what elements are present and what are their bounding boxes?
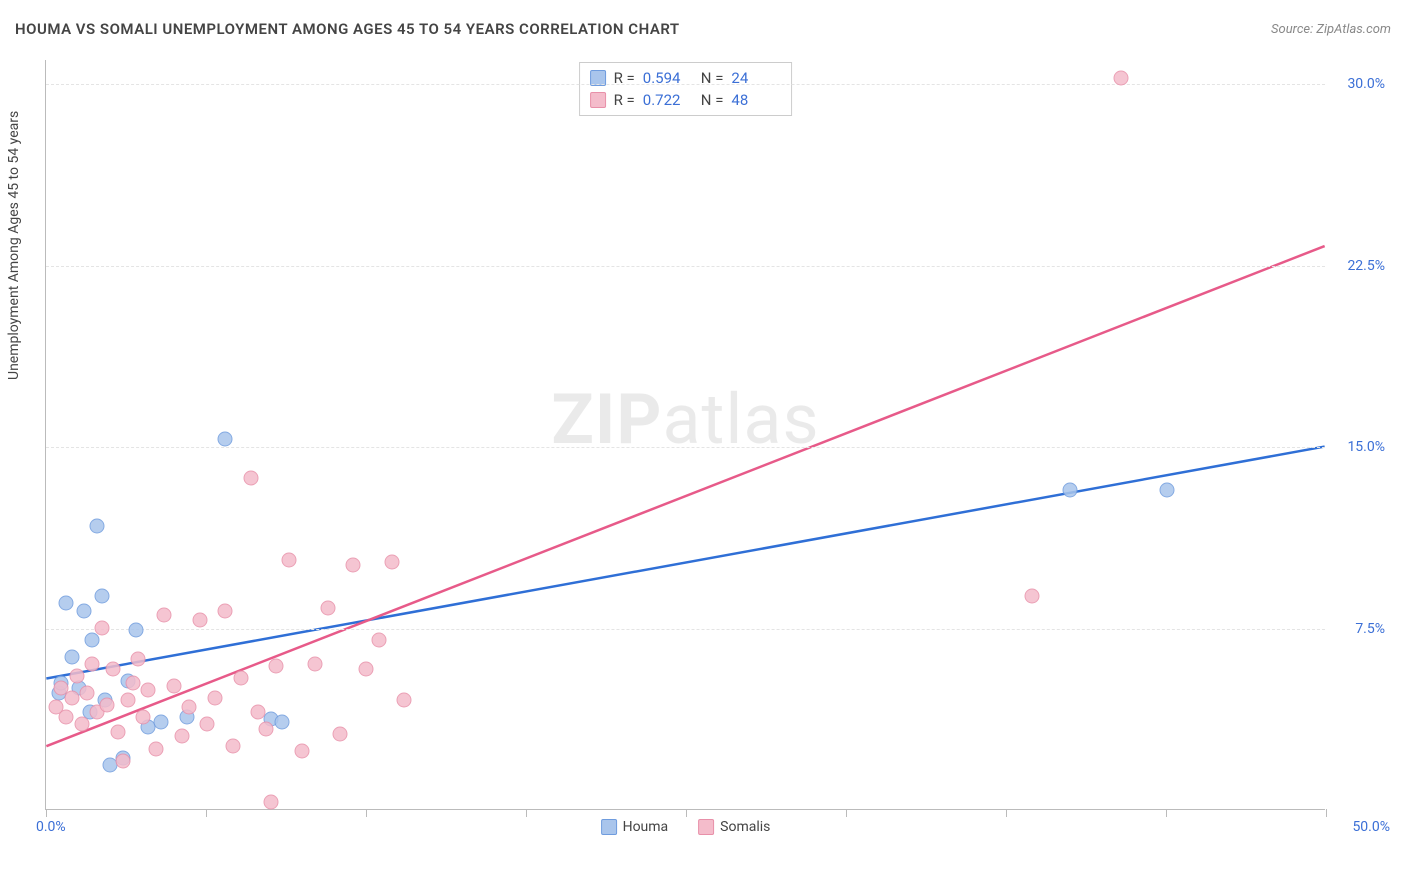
stats-row: R =0.594N =24	[590, 67, 782, 89]
data-point	[320, 601, 335, 616]
data-point	[174, 729, 189, 744]
legend-label: Somalis	[720, 819, 770, 835]
data-point	[346, 557, 361, 572]
stat-r-label: R =	[614, 91, 635, 109]
y-tick-label: 15.0%	[1347, 439, 1385, 455]
data-point	[274, 714, 289, 729]
data-point	[167, 678, 182, 693]
data-point	[397, 693, 412, 708]
data-point	[182, 700, 197, 715]
data-point	[1063, 482, 1078, 497]
data-point	[59, 710, 74, 725]
correlation-stats-box: R =0.594N =24 R = 0.722 N = 48	[579, 62, 793, 116]
data-point	[90, 518, 105, 533]
data-point	[333, 727, 348, 742]
scatter-chart: ZIPatlas R =0.594N =24R =0.722N =48 0.0%…	[45, 60, 1325, 810]
data-point	[251, 705, 266, 720]
data-point	[371, 632, 386, 647]
data-point	[259, 722, 274, 737]
legend-swatch	[698, 819, 714, 835]
data-point	[295, 743, 310, 758]
stats-row: R = 0.722 N = 48	[590, 89, 782, 111]
x-axis-max-label: 50.0%	[1352, 819, 1390, 835]
data-point	[307, 656, 322, 671]
stat-r-value: 0.722	[643, 91, 693, 109]
data-point	[156, 608, 171, 623]
data-point	[149, 741, 164, 756]
trend-line	[46, 447, 1324, 679]
data-point	[59, 596, 74, 611]
data-point	[154, 714, 169, 729]
data-point	[105, 661, 120, 676]
data-point	[1160, 482, 1175, 497]
trend-lines-layer	[46, 60, 1325, 809]
y-tick-label: 30.0%	[1347, 76, 1385, 92]
x-tick	[1006, 809, 1007, 817]
gridline	[46, 84, 1325, 85]
data-point	[85, 632, 100, 647]
data-point	[131, 652, 146, 667]
x-tick	[206, 809, 207, 817]
legend-item: Houma	[601, 819, 669, 835]
data-point	[1114, 71, 1129, 86]
gridline	[46, 266, 1325, 267]
chart-header: HOUMA VS SOMALI UNEMPLOYMENT AMONG AGES …	[15, 20, 1391, 38]
data-point	[282, 552, 297, 567]
data-point	[264, 794, 279, 809]
x-tick	[1166, 809, 1167, 817]
data-point	[74, 717, 89, 732]
data-point	[126, 676, 141, 691]
x-tick	[46, 809, 47, 817]
legend-item: Somalis	[698, 819, 770, 835]
data-point	[218, 431, 233, 446]
legend-swatch	[601, 819, 617, 835]
x-tick	[846, 809, 847, 817]
data-point	[233, 671, 248, 686]
data-point	[136, 710, 151, 725]
legend-label: Houma	[623, 819, 669, 835]
data-point	[243, 470, 258, 485]
legend: Houma Somalis	[601, 819, 771, 835]
data-point	[384, 555, 399, 570]
data-point	[218, 603, 233, 618]
stat-n-label: N =	[701, 91, 724, 109]
data-point	[269, 659, 284, 674]
data-point	[64, 690, 79, 705]
gridline	[46, 447, 1325, 448]
y-tick-label: 7.5%	[1355, 621, 1385, 637]
data-point	[128, 622, 143, 637]
chart-title: HOUMA VS SOMALI UNEMPLOYMENT AMONG AGES …	[15, 20, 680, 38]
data-point	[1024, 589, 1039, 604]
data-point	[192, 613, 207, 628]
x-axis-min-label: 0.0%	[36, 819, 66, 835]
data-point	[95, 589, 110, 604]
data-point	[69, 668, 84, 683]
y-axis-label: Unemployment Among Ages 45 to 54 years	[6, 111, 22, 380]
data-point	[359, 661, 374, 676]
series-swatch	[590, 92, 606, 108]
x-tick	[366, 809, 367, 817]
data-point	[115, 753, 130, 768]
x-tick	[686, 809, 687, 817]
data-point	[95, 620, 110, 635]
y-tick-label: 22.5%	[1347, 258, 1385, 274]
data-point	[200, 717, 215, 732]
data-point	[207, 690, 222, 705]
data-point	[225, 739, 240, 754]
data-point	[100, 697, 115, 712]
data-point	[64, 649, 79, 664]
data-point	[141, 683, 156, 698]
gridline	[46, 629, 1325, 630]
chart-source: Source: ZipAtlas.com	[1271, 22, 1391, 37]
data-point	[120, 693, 135, 708]
data-point	[85, 656, 100, 671]
data-point	[110, 724, 125, 739]
data-point	[77, 603, 92, 618]
stat-n-value: 48	[731, 91, 781, 109]
data-point	[79, 685, 94, 700]
x-tick	[1326, 809, 1327, 817]
x-tick	[526, 809, 527, 817]
